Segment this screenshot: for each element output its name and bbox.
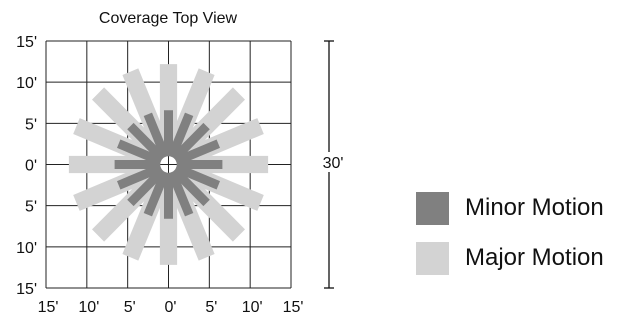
legend-label: Major Motion (465, 244, 604, 271)
minor-motion-zone (127, 122, 166, 162)
x-tick-label: 10' (242, 299, 263, 316)
minor-motion-zone (143, 170, 170, 217)
minor-motion-zone (114, 160, 161, 169)
minor-motion-zone (171, 167, 210, 207)
x-tick-label: 5' (124, 299, 136, 316)
minor-motion-zone (167, 170, 194, 217)
minor-motion-zone (171, 122, 210, 162)
x-tick-label: 5' (205, 299, 217, 316)
minor-motion-zone (117, 163, 163, 190)
minor-motion-zone (164, 172, 173, 219)
y-tick-label: 0' (25, 158, 37, 175)
minor-motion-swatch (416, 191, 449, 225)
y-tick-label: 10' (16, 75, 37, 92)
legend-item-major-motion: Major Motion (416, 241, 604, 275)
y-tick-label: 10' (16, 240, 37, 257)
minor-motion-zones (114, 110, 223, 219)
minor-motion-zone (127, 167, 166, 207)
y-axis-labels: 15' 10' 5' 0' 5' 10' 15' (16, 34, 37, 298)
dimension-indicator: 30' (317, 40, 344, 289)
x-tick-label: 0' (165, 299, 177, 316)
legend-item-minor-motion: Minor Motion (416, 191, 604, 225)
minor-motion-zone (143, 112, 170, 159)
dimension-label: 30' (323, 155, 344, 172)
x-tick-label: 15' (38, 299, 59, 316)
legend: Minor Motion Major Motion (416, 191, 604, 292)
minor-motion-zone (164, 110, 173, 157)
x-tick-label: 15' (283, 299, 304, 316)
minor-motion-zone (174, 139, 220, 166)
minor-motion-zone (174, 163, 220, 190)
dimension-label-bg (317, 152, 343, 172)
minor-motion-zone (117, 139, 163, 166)
x-axis-labels: 15' 10' 5' 0' 5' 10' 15' (38, 299, 304, 316)
diagram-title: Coverage Top View (99, 10, 238, 27)
y-tick-label: 5' (25, 199, 37, 216)
y-tick-label: 15' (16, 34, 37, 51)
y-tick-label: 5' (25, 116, 37, 133)
minor-motion-zone (176, 160, 223, 169)
major-motion-swatch (416, 241, 449, 275)
legend-label: Minor Motion (465, 194, 604, 221)
y-tick-label: 15' (16, 281, 37, 298)
x-tick-label: 10' (78, 299, 99, 316)
minor-motion-zone (167, 112, 194, 159)
